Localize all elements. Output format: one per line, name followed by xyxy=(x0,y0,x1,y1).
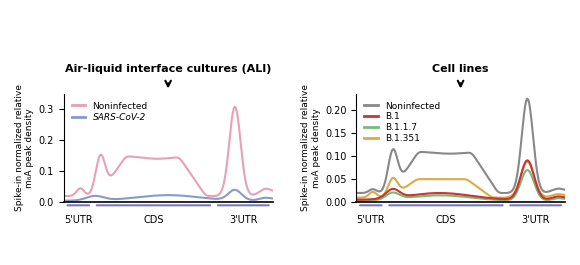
Text: 3'UTR: 3'UTR xyxy=(521,215,550,225)
Text: CDS: CDS xyxy=(143,215,164,225)
Text: CDS: CDS xyxy=(436,215,456,225)
Text: 5'UTR: 5'UTR xyxy=(64,215,93,225)
Y-axis label: Spike-in normalized relative
m₆A peak density: Spike-in normalized relative m₆A peak de… xyxy=(302,84,321,211)
Legend: Noninfected, B.1, B.1.1.7, B.1.351: Noninfected, B.1, B.1.1.7, B.1.351 xyxy=(361,98,444,147)
Text: Air-liquid interface cultures (ALI): Air-liquid interface cultures (ALI) xyxy=(65,64,271,74)
Y-axis label: Spike-in normalized relative
m₆A peak density: Spike-in normalized relative m₆A peak de… xyxy=(15,84,34,211)
Text: 3'UTR: 3'UTR xyxy=(229,215,258,225)
Legend: Noninfected, SARS-CoV-2: Noninfected, SARS-CoV-2 xyxy=(68,98,151,126)
Text: 5'UTR: 5'UTR xyxy=(357,215,385,225)
Text: Cell lines: Cell lines xyxy=(432,64,489,74)
